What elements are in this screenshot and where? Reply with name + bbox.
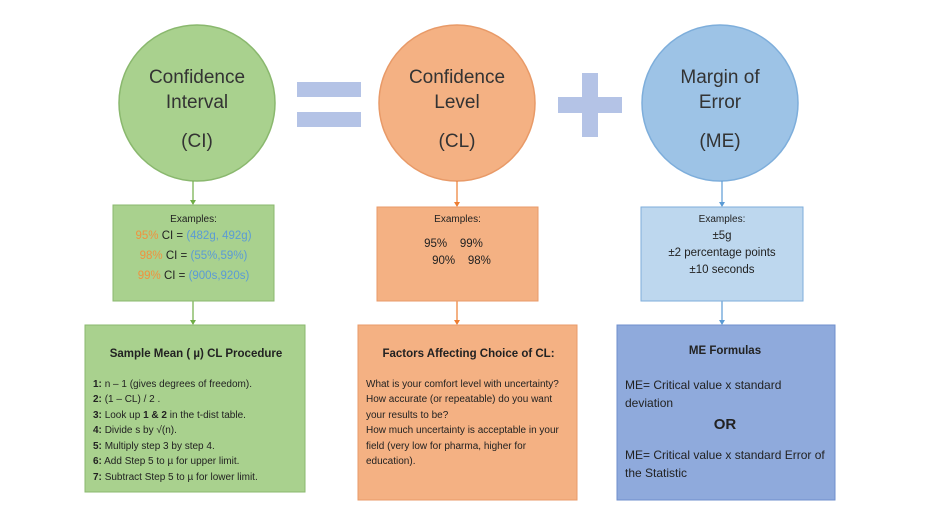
level: 98%: [139, 250, 163, 262]
level: 95%: [135, 230, 159, 242]
level: 99%: [459, 238, 483, 250]
step-text: Add Step 5 to µ for upper limit.: [104, 456, 240, 467]
panel-title: Factors Affecting Choice of CL:: [382, 348, 555, 360]
step-text: Divide s by √(n).: [104, 425, 177, 436]
circle-line: Level: [434, 92, 480, 113]
me-examples: Examples: ±5g ±2 percentage points ±10 s…: [641, 211, 803, 279]
me-label: Margin of Error (ME): [645, 65, 795, 154]
equals-bar: [297, 82, 361, 97]
level: 98%: [467, 255, 491, 267]
ci-circle: [118, 24, 276, 182]
label: CI =: [161, 230, 184, 242]
procedure-box: [84, 324, 306, 493]
or-label: OR: [713, 416, 737, 433]
example-row: ±5g: [712, 230, 732, 242]
step-text: Look up: [104, 409, 141, 421]
range: (55%,59%): [190, 250, 248, 262]
cl-examples-box: [376, 206, 539, 302]
me-examples-box: [640, 206, 804, 302]
label: CI =: [165, 250, 188, 262]
step: 5: Multiply step 3 by step 4.: [93, 439, 299, 455]
me-circle: [641, 24, 799, 182]
circle-abbr: (CL): [438, 131, 476, 152]
level: 99%: [137, 270, 161, 282]
step-num: 6:: [93, 456, 102, 467]
level: 95%: [424, 238, 448, 250]
step-num: 1:: [93, 378, 102, 390]
examples-heading: Examples:: [170, 214, 217, 225]
ci-examples: Examples: 95% CI = (482g, 492g) 98% CI =…: [113, 211, 274, 285]
arrowhead: [190, 320, 196, 325]
arrowhead: [454, 320, 460, 325]
examples-heading: Examples:: [698, 214, 746, 225]
panel-title: Sample Mean ( µ) CL Procedure: [109, 348, 283, 360]
example-row: 95% CI = (482g, 492g): [113, 228, 274, 245]
ci-label: Confidence Interval (CI): [122, 65, 272, 154]
cl-examples: Examples: 95% 99% 90% 98%: [377, 211, 538, 270]
step: 7: Subtract Step 5 to µ for lower limit.: [93, 470, 299, 486]
step-num: 4:: [93, 425, 102, 436]
step-num: 2:: [93, 394, 102, 405]
circle-abbr: (ME): [699, 131, 741, 152]
step-text: (1 – CL) / 2 .: [104, 394, 161, 405]
formulas-panel: ME Formulas ME= Critical value x standar…: [625, 342, 825, 482]
arrowhead: [719, 320, 725, 325]
step-text: in the t-dist table.: [169, 409, 246, 421]
circle-line: Confidence: [408, 67, 506, 88]
circle-line: Confidence: [148, 67, 246, 88]
circle-line: Interval: [165, 92, 229, 113]
factor-item: How much uncertainty is acceptable in yo…: [366, 425, 559, 467]
step: 6: Add Step 5 to µ for upper limit.: [93, 454, 299, 470]
label: CI =: [163, 270, 186, 282]
range: (900s,920s): [188, 270, 250, 282]
formulas-box: [616, 324, 836, 501]
step: 2: (1 – CL) / 2 .: [93, 392, 299, 408]
factor-item: What is your comfort level with uncertai…: [366, 378, 559, 390]
factor-item: How accurate (or repeatable) do you want…: [366, 394, 553, 421]
cl-label: Confidence Level (CL): [382, 65, 532, 154]
procedure-panel: Sample Mean ( µ) CL Procedure 1: n – 1 (…: [93, 347, 299, 485]
arrowhead: [190, 200, 196, 205]
step: 3: Look up 1 & 2 in the t-dist table.: [93, 408, 299, 424]
step-text: Multiply step 3 by step 4.: [104, 440, 215, 452]
arrowhead: [719, 202, 725, 207]
level: 90%: [432, 255, 456, 267]
formula: ME= Critical value x standard deviation: [625, 378, 782, 410]
panel-title: ME Formulas: [688, 345, 762, 357]
step-num: 5:: [93, 440, 102, 452]
formula: ME= Critical value x standard Error of t…: [625, 448, 825, 480]
example-row: ±2 percentage points: [668, 247, 776, 259]
step-num: 7:: [93, 471, 102, 483]
example-row: 99% CI = (900s,920s): [113, 268, 274, 285]
circle-line: Margin of: [680, 67, 760, 88]
step-num: 3:: [93, 409, 102, 421]
examples-heading: Examples:: [434, 214, 481, 225]
circle-abbr: (CI): [181, 131, 213, 152]
example-row: ±10 seconds: [689, 264, 755, 276]
factors-box: [357, 324, 578, 501]
factors-panel: Factors Affecting Choice of CL: What is …: [366, 347, 571, 470]
plus-bar: [582, 73, 598, 137]
example-row: 95% 99%: [369, 236, 538, 253]
example-row: 90% 98%: [385, 253, 538, 270]
ci-examples-box: [112, 204, 275, 302]
arrowhead: [454, 202, 460, 207]
step: 1: n – 1 (gives degrees of freedom).: [93, 377, 299, 393]
circle-line: Error: [698, 92, 742, 113]
step: 4: Divide s by √(n).: [93, 423, 299, 439]
range: (482g, 492g): [186, 230, 252, 242]
example-row: 98% CI = (55%,59%): [113, 248, 274, 265]
step-bold: 1 & 2: [143, 409, 167, 421]
equals-bar: [297, 112, 361, 127]
step-text: n – 1 (gives degrees of freedom).: [104, 378, 252, 390]
step-text: Subtract Step 5 to µ for lower limit.: [104, 471, 258, 483]
arrows: [190, 181, 725, 325]
